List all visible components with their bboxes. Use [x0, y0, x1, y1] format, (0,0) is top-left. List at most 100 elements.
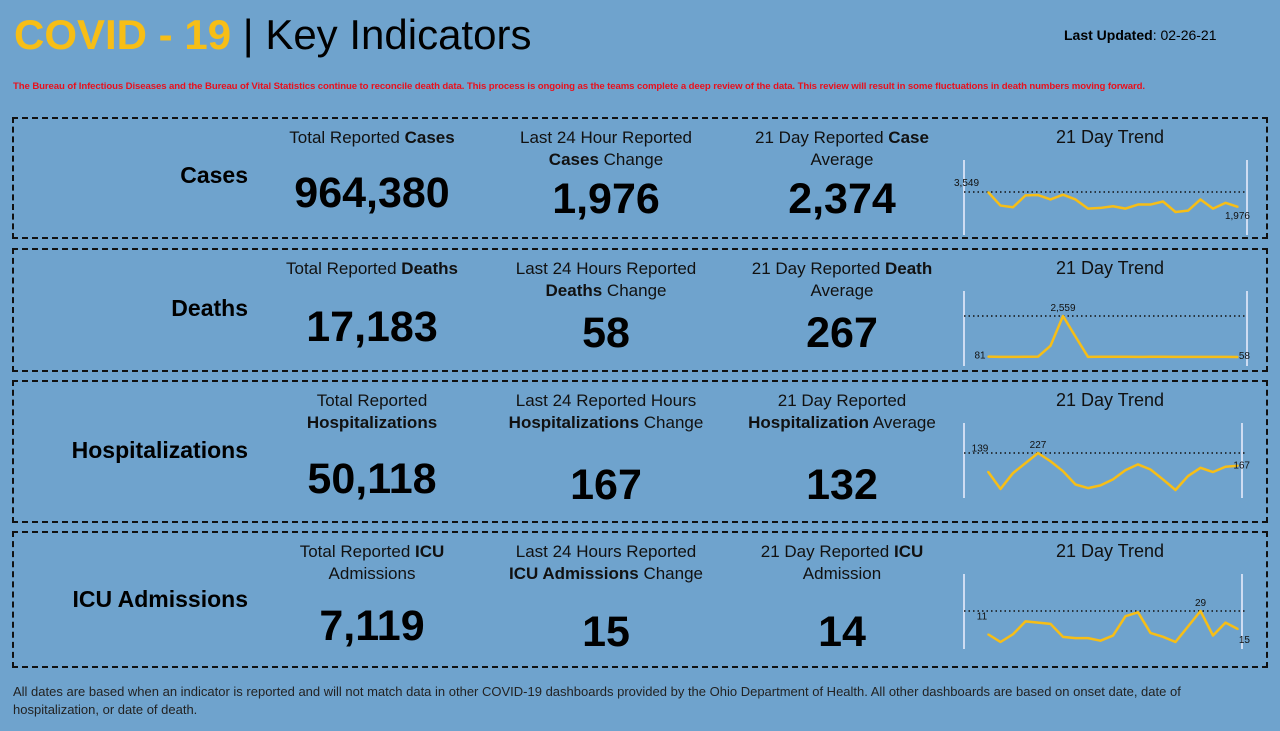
trend-point: [1162, 478, 1164, 481]
trend-first-label: 139: [972, 444, 989, 455]
trend-point: [1162, 636, 1164, 638]
trend-point: [1037, 621, 1039, 624]
trend-point: [1049, 345, 1052, 347]
change-text-a: Last 24 Hour Reported: [520, 128, 692, 147]
trend-point: [1187, 475, 1189, 477]
trend-title: 21 Day Trend: [1055, 390, 1165, 410]
section-icu-admissions: [12, 531, 1268, 668]
total-value: 7,119: [319, 602, 425, 650]
average-heading: 21 Day Reported Hospitalization Average: [722, 390, 962, 434]
change-text-a: Last 24 Hours Reported: [515, 542, 697, 561]
trend-chart: 139 227 167: [963, 423, 1250, 498]
total-value: 50,118: [307, 455, 437, 503]
trend-point: [1112, 355, 1114, 358]
trend-point: [1062, 636, 1064, 638]
avg-text-a: 21 Day Reported: [777, 391, 907, 410]
trend-point: [1062, 193, 1064, 196]
change-text-a: Last 24 Reported Hours: [515, 391, 697, 410]
trend-last-label: 15: [1239, 635, 1251, 646]
change-text-c: Change: [638, 564, 703, 583]
trend-point: [1124, 469, 1127, 471]
total-text-b: Hospitalizations: [306, 413, 438, 432]
total-value: 964,380: [294, 169, 450, 217]
change-heading: Last 24 Hours Reported Deaths Change: [486, 258, 726, 302]
avg-text-b: Case: [888, 128, 929, 147]
trend-point: [1149, 468, 1152, 471]
trend-point: [1149, 203, 1152, 206]
trend-point: [1012, 206, 1014, 209]
trend-point: [987, 633, 989, 636]
avg-text-c: Average: [869, 413, 936, 432]
trend-point: [1087, 207, 1089, 210]
trend-point: [1124, 356, 1127, 358]
trend-point: [1237, 206, 1239, 208]
section-label: Deaths: [171, 295, 248, 321]
change-heading: Last 24 Reported Hours Hospitalizations C…: [486, 390, 726, 434]
trend-point: [1124, 615, 1127, 617]
trend-point: [1087, 487, 1089, 489]
trend-point: [1224, 465, 1227, 468]
trend-point: [1112, 478, 1114, 481]
average-value: 132: [806, 461, 878, 509]
trend-point: [1137, 463, 1139, 466]
trend-max-label: 227: [1030, 440, 1047, 451]
trend-point: [1024, 194, 1027, 197]
trend-point: [1087, 637, 1089, 639]
trend-point: [1062, 470, 1064, 472]
trend-title: 21 Day Trend: [1055, 127, 1165, 147]
trend-point: [1237, 356, 1239, 358]
average-heading: 21 Day Reported Case Average: [722, 127, 962, 171]
trend-max-label: 29: [1195, 598, 1207, 609]
trend-title: 21 Day Trend: [1055, 258, 1165, 278]
trend-point: [1037, 355, 1039, 358]
trend-point: [1187, 625, 1189, 628]
avg-text-b: Hospitalization: [748, 413, 870, 432]
section-deaths: [12, 248, 1268, 372]
change-text-b: Hospitalizations: [508, 413, 640, 432]
trend-point: [1224, 621, 1227, 624]
trend-point: [1237, 464, 1239, 467]
trend-point: [1074, 335, 1077, 338]
trend-title: 21 Day Trend: [1055, 541, 1165, 561]
trend-point: [1112, 634, 1114, 637]
change-text-c: Change: [602, 281, 667, 300]
change-text-b: ICU Admissions: [508, 564, 639, 583]
trend-point: [1212, 207, 1214, 210]
trend-point: [1237, 628, 1239, 630]
trend-point: [1212, 471, 1214, 473]
trend-point: [1162, 355, 1164, 358]
avg-text-b: ICU: [893, 542, 924, 561]
total-heading: Total Reported Cases: [252, 127, 492, 149]
trend-first-label: 11: [977, 611, 988, 622]
title-separator: |: [231, 11, 266, 58]
section-cases: [12, 117, 1268, 239]
avg-text-a: 21 Day Reported: [751, 259, 885, 278]
trend-point: [1137, 611, 1139, 614]
change-text-c: Change: [598, 150, 664, 169]
trend-point: [1074, 198, 1077, 201]
total-text-b: Cases: [404, 128, 455, 147]
total-heading: Total Reported Deaths: [252, 258, 492, 280]
trend-point: [1074, 637, 1077, 639]
average-heading: 21 Day Reported Death Average: [722, 258, 962, 302]
total-text-a: Total Reported: [286, 259, 402, 278]
trend-point: [1012, 633, 1014, 636]
avg-text-c: Average: [810, 281, 874, 300]
trend-point: [1149, 632, 1152, 634]
change-text-b: Deaths: [545, 281, 603, 300]
trend-point: [1112, 205, 1114, 208]
trend-point: [1199, 198, 1202, 201]
section-label: ICU Admissions: [72, 586, 248, 612]
trend-point: [1174, 356, 1177, 358]
trend-point: [1099, 484, 1102, 487]
trend-point: [1137, 356, 1139, 358]
trend-point: [1087, 356, 1089, 358]
trend-point: [1174, 641, 1177, 643]
trend-point: [1099, 639, 1102, 642]
change-text-b: Cases: [548, 150, 599, 169]
trend-point: [1099, 207, 1102, 209]
trend-point: [1012, 356, 1014, 358]
avg-text-a: 21 Day Reported: [760, 542, 894, 561]
trend-point: [1137, 203, 1139, 206]
trend-point: [1174, 489, 1177, 491]
